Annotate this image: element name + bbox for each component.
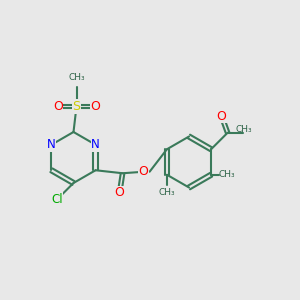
Text: N: N	[47, 138, 56, 151]
Text: O: O	[115, 186, 124, 199]
Text: CH₃: CH₃	[68, 73, 85, 82]
Text: CH₃: CH₃	[235, 125, 252, 134]
Text: Cl: Cl	[51, 193, 63, 206]
Text: CH₃: CH₃	[159, 188, 175, 197]
Text: N: N	[91, 138, 100, 151]
Text: CH₃: CH₃	[219, 170, 235, 179]
Text: S: S	[73, 100, 80, 113]
Text: O: O	[139, 165, 148, 178]
Text: O: O	[90, 100, 100, 113]
Text: O: O	[53, 100, 63, 113]
Text: O: O	[217, 110, 226, 123]
